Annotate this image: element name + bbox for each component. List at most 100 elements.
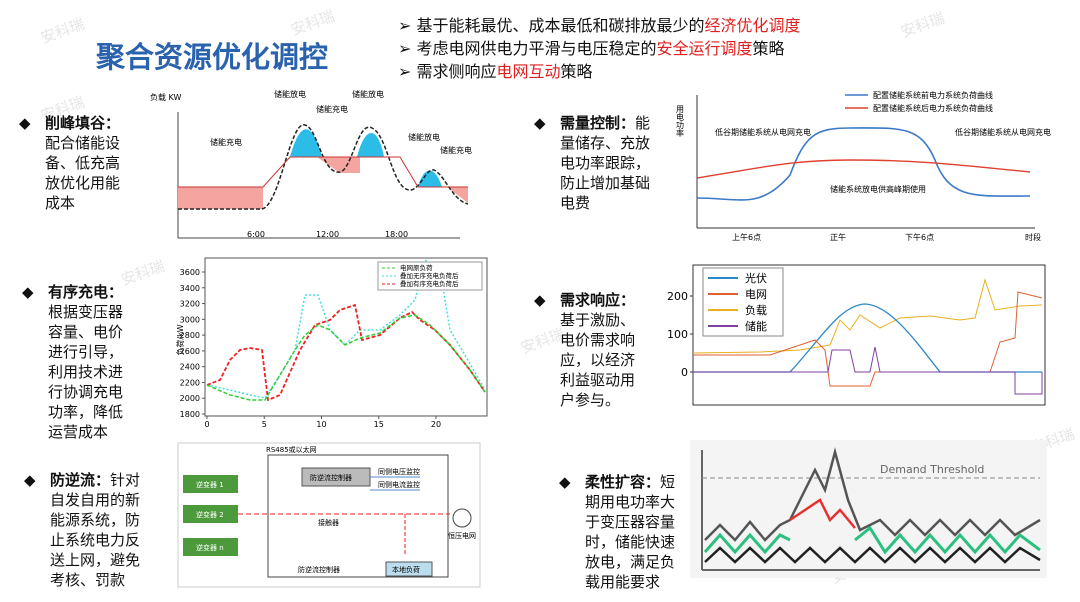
section-body: 配合储能设备、低充高放优化用能成本 [45,134,121,212]
legend-label: 电网原负荷 [400,263,433,272]
x-label: 下午6点 [905,232,934,242]
x-tick-label: 15 [374,420,384,429]
section-title: 需求响应： [560,291,636,309]
peak-shaving-figure: 负载 KW 储能充电 储能放电 储能充电 储能放电 储能放电 储能充电 6:00… [150,89,472,239]
y-tick-label: 3200 [180,300,200,309]
inverter [183,505,238,523]
charging-figure: 负荷/kW 电网原负荷 叠加无序充电负荷后 叠加有序充电负荷后 1800 2000… [175,257,488,429]
discharge-area [290,129,322,157]
section-body: 能量储存、充放电功率跟踪，防止增加基础电费 [560,114,651,212]
highlight: 经济优化调度 [704,16,801,35]
highlight: 安全运行调度 [656,39,753,58]
y-tick-label: 3600 [180,268,200,277]
storage-curve [703,525,1041,555]
legend-label: 叠加无序充电负荷后 [400,271,459,280]
pv-curve [693,303,1042,373]
load-curve [704,447,1041,542]
label: 逆变器 n [196,543,224,552]
x-tick-label: 10 [316,420,326,429]
section-title: 防逆流： [50,471,111,489]
inverter [183,538,238,556]
label: 接触器 [318,518,339,527]
label: 逆变器 2 [196,510,224,519]
panel [690,440,1047,578]
label: 逆变器 1 [196,480,224,489]
demand-control-figure: 用电功率 配置储能系统前电力系统负荷曲线 配置储能系统后电力系统负荷曲线 低谷期… [676,90,1052,242]
text: 策略 [560,62,593,81]
section-title: 需量控制： [560,114,636,132]
x-tick-label: 6:00 [247,230,265,239]
label: 防逆流控制器 [310,473,352,482]
section-body: 短期用电功率大于变压器容量时，储能快速放电，满足负载用能要求 [585,473,676,591]
x-tick-label: 18:00 [385,230,408,239]
legend-label: 配置储能系统后电力系统负荷曲线 [873,103,993,113]
plot-frame [692,264,1046,406]
x-label: 时段 [1025,232,1041,242]
x-tick-label: 20 [431,420,441,429]
annotation: 储能放电 [408,132,440,142]
y-tick-label: 2400 [180,363,200,372]
axis-label: 负荷/kW [175,324,185,355]
annotation: 储能系统放电供高峰期使用 [830,184,926,194]
label: 恒压电网 [448,531,476,540]
x-label: 正午 [830,232,846,242]
text: 基于能耗最优、成本最低和碳排放最少的 [416,16,705,35]
legend-label: 配置储能系统前电力系统负荷曲线 [873,90,993,100]
text: 需求侧响应 [416,62,497,81]
x-label: 上午6点 [732,232,761,242]
label: 防逆流控制器 [298,565,340,574]
section-body: 根据变压器容量、电价进行引导，利用技术进行协调充电功率，降低运营成本 [48,303,124,441]
annotation: 储能充电 [210,137,242,147]
annotation: 储能放电 [274,89,306,99]
section-title: 削峰填谷： [45,114,121,132]
base-curve [206,314,486,401]
ordered-curve [206,303,486,402]
section: ◆ 需量控制：能量储存、充放电功率跟踪，防止增加基础电费 [534,114,651,212]
plot-frame [204,257,488,417]
grid-curve [693,291,1043,387]
annotation: 低谷期储能系统从电网充电 [955,127,1051,137]
section: ◆ 防逆流：针对自发自用的新能源系统，防止系统电力反送上网，避免考核、罚款 [24,471,141,589]
annotation: 储能充电 [316,104,348,114]
section-title: 有序充电： [48,283,124,301]
text: 考虑电网供电力平滑与电压稳定的 [416,39,657,58]
legend-label: 电网 [745,288,767,301]
label: 同侧电压监控 [378,467,420,476]
annotation: 储能充电 [440,145,472,155]
storage-curve [693,346,1043,395]
load-box [385,561,433,577]
section-body: 基于激励、电价需求响应，以经济利益驱动用户参与。 [560,311,636,409]
discharge-area [418,170,442,187]
discharge-area [357,133,384,157]
y-tick-label: 3400 [180,284,200,293]
x-tick-label: 5 [262,420,267,429]
charge-area [317,157,360,173]
threshold-label: Demand Threshold [880,463,984,476]
section: ◆ 削峰填谷：配合储能设备、低充高放优化用能成本 [19,114,121,212]
legend [702,267,784,337]
bullet: ➢ 需求侧响应电网互动策略 [398,62,593,81]
annotation: 储能放电 [352,89,384,99]
y-tick-label: 2200 [180,378,200,387]
charge-area [178,187,263,209]
page-title: 聚合资源优化调控 [96,40,329,74]
y-tick-label: 0 [681,366,688,379]
y-tick-label: 100 [667,328,688,341]
bullet: ➢ 考虑电网供电力平滑与电压稳定的安全运行调度策略 [398,39,785,58]
before-curve [696,127,1031,201]
section: ◆ 需求响应：基于激励、电价需求响应，以经济利益驱动用户参与。 [534,291,636,409]
section: ◆ 有序充电：根据变压器容量、电价进行引导，利用技术进行协调充电功率，降低运营成本 [22,283,124,441]
after-curve [696,159,1031,179]
y-tick-label: 2000 [180,394,200,403]
anti-backflow-figure: 逆变器 1 逆变器 2 逆变器 n RS485或以太网 防逆流控制器 同侧电压监… [177,442,481,588]
y-tick-label: 2600 [180,347,200,356]
section: ◆ 柔性扩容：短期用电功率大于变压器容量时，储能快速放电，满足负载用能要求 [559,473,676,591]
demand-response-figure: 光伏 电网 负载 储能 0 100 200 [667,264,1046,406]
load-curve [692,278,1043,354]
flex-capacity-figure: Demand Threshold [690,440,1047,578]
highlight: 电网互动 [496,62,561,81]
limited-curve [789,498,856,529]
annotation: 低谷期储能系统从电网充电 [715,127,811,137]
frame [267,454,449,578]
